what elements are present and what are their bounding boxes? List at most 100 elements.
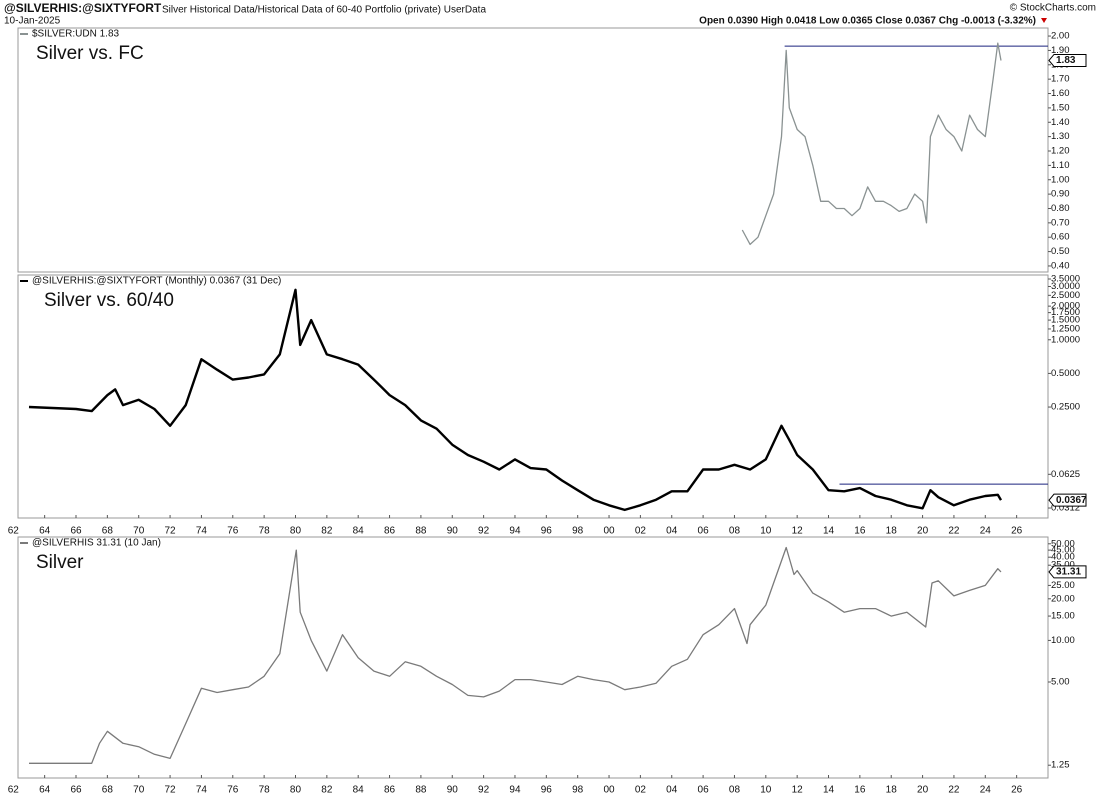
y-tick-label: 3.5000 (1051, 274, 1080, 285)
panel-frame (17, 274, 1049, 519)
x-tick-label: 12 (792, 785, 804, 796)
legend-entry: @SILVERHIS 31.31 (10 Jan) (32, 538, 161, 549)
y-tick-label: 0.0312 (1051, 503, 1080, 514)
legend-swatch (20, 33, 28, 35)
panel-title: Silver vs. 60/40 (44, 290, 174, 311)
y-tick-label: 35.00 (1051, 560, 1075, 571)
x-tick-label: 02 (635, 785, 647, 796)
y-tick-label: 0.50 (1051, 246, 1070, 257)
x-tick-label: 22 (948, 526, 960, 537)
x-tick-label: 80 (290, 526, 302, 537)
y-tick-label: 1.7500 (1051, 307, 1080, 318)
y-tick-label: 0.5000 (1051, 368, 1080, 379)
x-tick-label: 64 (39, 526, 51, 537)
panel-title: Silver (36, 552, 84, 573)
y-tick-label: 1.10 (1051, 160, 1070, 171)
x-tick-label: 04 (666, 785, 678, 796)
y-tick-label: 10.00 (1051, 635, 1075, 646)
data-line (29, 546, 1002, 764)
x-tick-label: 14 (823, 526, 835, 537)
value-badge-bg (1048, 53, 1087, 67)
y-tick-label: 1.00 (1051, 174, 1070, 185)
legend-swatch (20, 280, 28, 282)
x-tick-label: 24 (980, 526, 992, 537)
credit: © StockCharts.com (1010, 3, 1096, 14)
x-tick-label: 92 (478, 785, 490, 796)
y-tick-label: 1.2500 (1051, 323, 1080, 334)
y-tick-label: 1.30 (1051, 131, 1070, 142)
down-arrow (1041, 18, 1047, 23)
x-tick-label: 16 (854, 785, 866, 796)
y-tick-label: 0.40 (1051, 260, 1070, 271)
x-tick-label: 12 (792, 526, 804, 537)
x-tick-label: 74 (196, 785, 208, 796)
x-tick-label: 72 (165, 526, 177, 537)
x-tick-label: 26 (1011, 526, 1023, 537)
x-tick-label: 62 (8, 785, 20, 796)
x-tick-label: 74 (196, 526, 208, 537)
data-line (28, 288, 1003, 512)
x-tick-label: 18 (886, 785, 898, 796)
x-tick-label: 68 (102, 526, 114, 537)
y-tick-label: 45.00 (1051, 545, 1075, 556)
x-tick-label: 98 (572, 526, 584, 537)
y-tick-label: 0.70 (1051, 217, 1070, 228)
panel-title: Silver vs. FC (36, 43, 144, 64)
x-tick-label: 64 (39, 785, 51, 796)
x-tick-label: 70 (133, 785, 145, 796)
legend-entry: @SILVERHIS:@SIXTYFORT (Monthly) 0.0367 (… (32, 276, 281, 287)
x-tick-label: 16 (854, 526, 866, 537)
x-tick-label: 82 (321, 526, 333, 537)
y-tick-label: 25.00 (1051, 580, 1075, 591)
x-tick-label: 94 (509, 526, 521, 537)
y-tick-label: 1.60 (1051, 88, 1070, 99)
data-line (741, 42, 1002, 246)
x-tick-label: 84 (353, 785, 365, 796)
y-tick-label: 1.70 (1051, 74, 1070, 85)
x-tick-label: 68 (102, 785, 114, 796)
y-tick-label: 1.90 (1051, 45, 1070, 56)
x-tick-label: 96 (541, 785, 553, 796)
x-tick-label: 86 (384, 785, 396, 796)
value-badge: 31.31 (1056, 567, 1081, 578)
x-tick-label: 14 (823, 785, 835, 796)
x-tick-label: 08 (729, 526, 741, 537)
x-tick-label: 88 (415, 785, 427, 796)
y-tick-label: 5.00 (1051, 677, 1070, 688)
panel-frame (17, 27, 1049, 273)
panel-frame (17, 536, 1049, 779)
x-tick-label: 00 (603, 785, 615, 796)
x-tick-label: 66 (70, 785, 82, 796)
y-tick-label: 1.0000 (1051, 334, 1080, 345)
x-tick-label: 18 (886, 526, 898, 537)
value-badge: 0.0367 (1056, 495, 1087, 506)
x-tick-label: 78 (259, 785, 271, 796)
y-tick-label: 0.60 (1051, 232, 1070, 243)
x-tick-label: 96 (541, 526, 553, 537)
legend-swatch (20, 542, 28, 544)
y-tick-label: 1.20 (1051, 146, 1070, 157)
x-tick-label: 76 (227, 526, 239, 537)
y-tick-label: 40.00 (1051, 552, 1075, 563)
y-tick-label: 2.00 (1051, 31, 1070, 42)
x-tick-label: 08 (729, 785, 741, 796)
y-tick-label: 1.5000 (1051, 315, 1080, 326)
x-tick-label: 00 (603, 526, 615, 537)
description: Silver Historical Data/Historical Data o… (162, 5, 486, 16)
x-tick-label: 24 (980, 785, 992, 796)
x-tick-label: 72 (165, 785, 177, 796)
x-tick-label: 06 (698, 526, 710, 537)
x-tick-label: 90 (447, 785, 459, 796)
x-tick-label: 06 (698, 785, 710, 796)
y-tick-label: 2.5000 (1051, 290, 1080, 301)
x-tick-label: 20 (917, 785, 929, 796)
x-tick-label: 20 (917, 526, 929, 537)
y-tick-label: 50.00 (1051, 538, 1075, 549)
x-tick-label: 82 (321, 785, 333, 796)
x-tick-label: 98 (572, 785, 584, 796)
legend-entry: $SILVER:UDN 1.83 (32, 29, 120, 40)
x-tick-label: 10 (760, 785, 772, 796)
value-badge-bg (1048, 565, 1087, 579)
y-tick-label: 15.00 (1051, 611, 1075, 622)
x-tick-label: 10 (760, 526, 772, 537)
